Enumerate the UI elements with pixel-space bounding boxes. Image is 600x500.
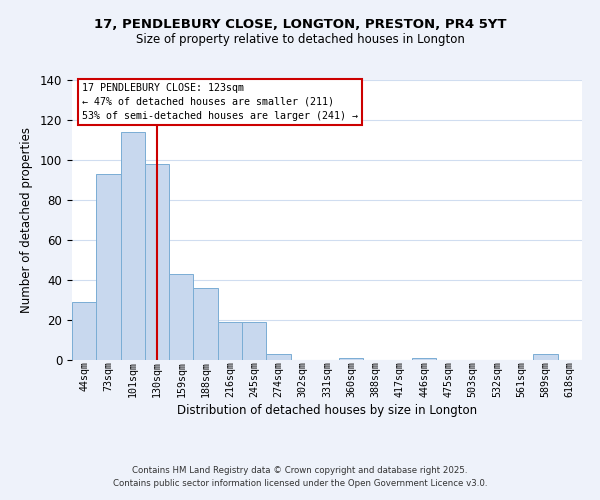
Text: 17, PENDLEBURY CLOSE, LONGTON, PRESTON, PR4 5YT: 17, PENDLEBURY CLOSE, LONGTON, PRESTON, …	[94, 18, 506, 30]
Text: Size of property relative to detached houses in Longton: Size of property relative to detached ho…	[136, 32, 464, 46]
Text: Contains HM Land Registry data © Crown copyright and database right 2025.
Contai: Contains HM Land Registry data © Crown c…	[113, 466, 487, 487]
Bar	[533, 354, 558, 360]
Bar	[266, 354, 290, 360]
Bar	[145, 164, 169, 360]
Bar	[96, 174, 121, 360]
Bar	[218, 322, 242, 360]
Bar	[72, 302, 96, 360]
Bar	[339, 358, 364, 360]
Bar	[121, 132, 145, 360]
Bar	[193, 288, 218, 360]
Text: 17 PENDLEBURY CLOSE: 123sqm
← 47% of detached houses are smaller (211)
53% of se: 17 PENDLEBURY CLOSE: 123sqm ← 47% of det…	[82, 83, 358, 121]
Bar	[169, 274, 193, 360]
Y-axis label: Number of detached properties: Number of detached properties	[20, 127, 33, 313]
Bar	[242, 322, 266, 360]
Bar	[412, 358, 436, 360]
X-axis label: Distribution of detached houses by size in Longton: Distribution of detached houses by size …	[177, 404, 477, 417]
